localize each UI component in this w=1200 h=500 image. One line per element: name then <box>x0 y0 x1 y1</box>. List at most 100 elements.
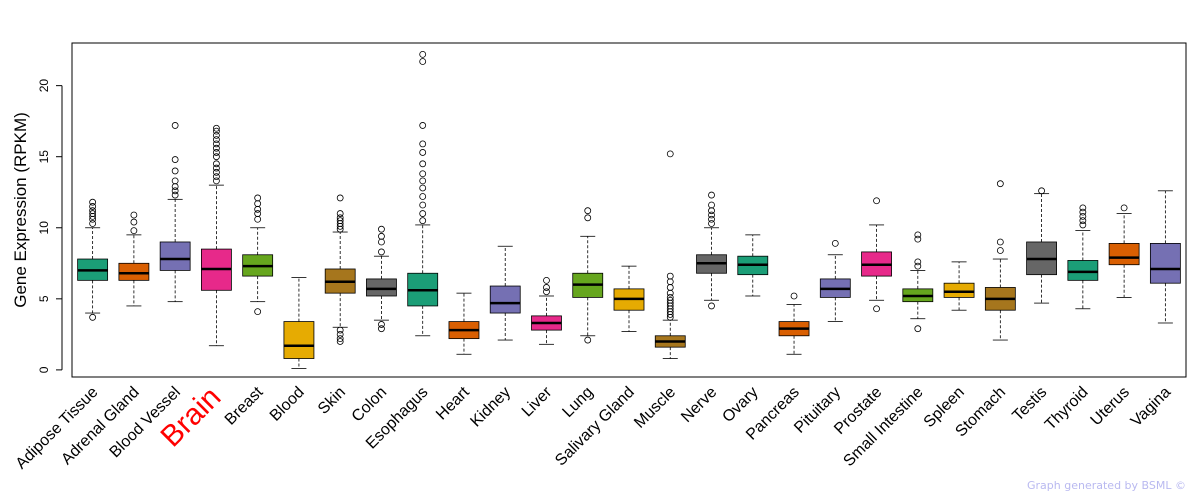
box-adrenal-gland-outlier <box>130 211 138 219</box>
x-tick-label: Liver <box>519 383 556 420</box>
x-tick-label: Kidney <box>467 384 514 431</box>
box-blood-vessel-outlier <box>171 167 179 175</box>
box-colon-iqr <box>366 278 397 297</box>
box-brain-outlier <box>213 124 220 132</box>
box-colon-outlier <box>378 248 385 256</box>
box-colon-outlier <box>378 238 385 246</box>
box-muscle-outlier <box>666 294 674 301</box>
x-tick-label: Skin <box>315 384 349 418</box>
box-brain-outlier <box>213 173 220 181</box>
x-tick-label: Vagina <box>1128 384 1174 430</box>
box-adrenal-gland-iqr <box>118 262 150 281</box>
box-adipose-tissue-outlier <box>89 313 97 321</box>
box-skin-outlier <box>336 214 344 222</box>
box-brain-outlier <box>213 149 220 156</box>
box-brain-outlier <box>213 144 220 152</box>
box-breast-outlier <box>254 215 262 223</box>
box-brain-outlier <box>213 136 220 144</box>
box-thyroid-outlier <box>1079 204 1087 212</box>
box-brain-outlier <box>213 177 220 185</box>
box-adipose-tissue-outlier <box>89 220 97 227</box>
box-esophagus-outlier <box>419 184 427 192</box>
box-esophagus-outlier <box>419 140 427 148</box>
box-colon-outlier <box>378 225 385 233</box>
box-esophagus-outlier <box>419 149 427 156</box>
x-tick-label: Blood <box>267 384 308 425</box>
box-nerve-outlier <box>708 191 715 199</box>
box-esophagus-outlier <box>419 201 427 209</box>
box-brain-outlier <box>213 164 220 172</box>
box-small-intestine-outlier <box>914 262 922 270</box>
box-small-intestine-outlier <box>914 235 922 243</box>
box-uterus-outlier <box>1120 204 1128 212</box>
box-brain-outlier <box>213 140 220 148</box>
box-pituitary-outlier <box>831 239 839 247</box>
box-skin-outlier <box>336 194 344 202</box>
y-tick-label: 5 <box>37 295 51 302</box>
box-esophagus-outlier <box>419 58 427 65</box>
box-thyroid-iqr <box>1067 260 1099 281</box>
box-blood-vessel-outlier <box>171 183 179 190</box>
y-tick-label: 20 <box>37 79 51 93</box>
box-blood-vessel-outlier <box>171 191 179 199</box>
box-pancreas-outlier <box>790 292 798 300</box>
box-liver-outlier <box>543 276 550 284</box>
box-thyroid-outlier <box>1079 208 1087 216</box>
plot-frame <box>71 42 1187 378</box>
box-uterus-iqr <box>1108 242 1140 266</box>
box-brain-outlier <box>213 153 220 161</box>
credit-text: Graph generated by BSML © <box>1027 479 1186 492</box>
box-esophagus-outlier <box>419 217 427 225</box>
box-stomach-outlier <box>996 238 1004 246</box>
box-blood-vessel-outlier <box>171 156 179 163</box>
box-adrenal-gland-outlier <box>130 227 138 235</box>
box-skin-outlier <box>336 217 344 225</box>
x-tick-label: Nerve <box>678 384 720 426</box>
box-testis-outlier <box>1038 187 1045 195</box>
box-muscle-outlier <box>666 284 674 291</box>
box-breast-outlier <box>254 205 262 213</box>
box-muscle-outlier <box>666 278 674 286</box>
box-nerve-outlier <box>708 302 715 310</box>
box-skin-outlier <box>336 330 344 338</box>
box-prostate-outlier <box>873 197 880 205</box>
box-adipose-tissue-outlier <box>89 210 97 217</box>
box-nerve-outlier <box>708 215 715 223</box>
box-lung-outlier <box>584 214 592 222</box>
box-adipose-tissue-outlier <box>89 207 97 215</box>
box-blood-vessel-outlier <box>171 177 179 185</box>
box-esophagus-outlier <box>419 193 427 200</box>
box-muscle-outlier <box>666 296 674 304</box>
x-tick-label: Breast <box>222 383 267 428</box>
box-small-intestine-outlier <box>914 325 922 333</box>
box-stomach-outlier <box>996 180 1004 188</box>
box-skin-outlier <box>336 326 344 334</box>
box-adipose-tissue-outlier <box>89 203 97 210</box>
box-esophagus-outlier <box>419 170 427 178</box>
box-prostate-outlier <box>873 305 880 313</box>
box-colon-outlier <box>378 321 385 328</box>
box-brain-outlier <box>213 131 220 139</box>
box-thyroid-outlier <box>1079 212 1087 220</box>
box-stomach-outlier <box>996 247 1004 254</box>
x-tick-label: Muscle <box>631 384 679 432</box>
box-breast-outlier <box>254 308 262 316</box>
box-esophagus-outlier <box>419 160 427 168</box>
box-nerve-outlier <box>708 201 715 209</box>
box-colon-outlier <box>378 325 385 333</box>
box-liver-outlier <box>543 288 550 296</box>
box-skin-outlier <box>336 210 344 217</box>
box-brain-outlier <box>213 160 220 168</box>
box-small-intestine-outlier <box>914 231 922 239</box>
box-nerve-outlier <box>708 207 715 215</box>
box-esophagus-outlier <box>419 177 427 185</box>
box-spleen-iqr <box>943 282 975 298</box>
box-breast-outlier <box>254 194 262 202</box>
x-tick-label: Lung <box>559 384 596 421</box>
box-small-intestine-outlier <box>914 258 922 266</box>
y-tick-label: 10 <box>37 221 51 235</box>
box-muscle-outlier <box>666 289 674 297</box>
box-muscle-outlier <box>666 272 674 280</box>
y-axis-label: Gene Expression (RPKM) <box>11 112 30 308</box>
